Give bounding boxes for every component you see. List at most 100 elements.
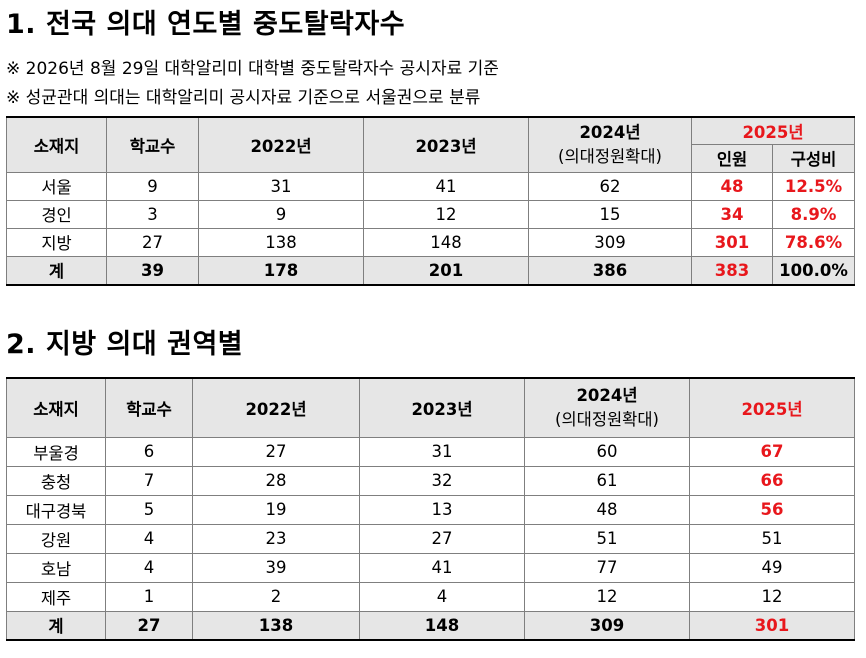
header-2024-sub: (의대정원확대): [555, 409, 659, 429]
header-2023: 2023년: [363, 116, 529, 173]
cell-2024: 60: [524, 436, 690, 467]
cell-schools: 6: [105, 436, 193, 467]
cell-2024: 12: [524, 581, 690, 612]
header-2025-count: 인원: [691, 143, 773, 173]
cell-2025: 301: [689, 610, 855, 641]
cell-2023: 4: [359, 581, 525, 612]
header-2022: 2022년: [198, 116, 364, 173]
cell-2022: 28: [192, 465, 360, 496]
header-region: 소재지: [6, 116, 107, 173]
cell-2023: 148: [359, 610, 525, 641]
cell-region: 지방: [6, 227, 107, 257]
cell-2025-ratio: 78.6%: [771, 227, 856, 257]
cell-2025-ratio: 12.5%: [771, 171, 856, 201]
cell-2025-count: 48: [691, 171, 773, 201]
header-2024: 2024년 (의대정원확대): [524, 377, 690, 438]
table-row: 부울경 6 27 31 60 67: [6, 436, 855, 467]
cell-2024: 386: [528, 255, 692, 286]
cell-2024: 15: [528, 199, 692, 229]
cell-2022: 178: [198, 255, 364, 286]
cell-2024: 48: [524, 494, 690, 525]
cell-2023: 13: [359, 494, 525, 525]
cell-schools: 27: [105, 610, 193, 641]
table-row: 서울 9 31 41 62 48 12.5%: [6, 171, 856, 201]
cell-region: 대구경북: [6, 494, 106, 525]
total-row: 계 39 178 201 386 383 100.0%: [6, 255, 856, 286]
header-2023: 2023년: [359, 377, 525, 438]
section1-note-1: ※ 2026년 8월 29일 대학알리미 대학별 중도탈락자수 공시자료 기준: [6, 59, 499, 79]
cell-2025-count: 383: [691, 255, 773, 286]
cell-2024: 61: [524, 465, 690, 496]
header-2025-ratio: 구성비: [771, 143, 856, 173]
cell-2024: 77: [524, 552, 690, 583]
cell-2022: 138: [198, 227, 364, 257]
cell-region: 계: [6, 255, 107, 286]
header-2024-sub: (의대정원확대): [558, 146, 662, 166]
cell-2024: 51: [524, 523, 690, 554]
cell-schools: 3: [106, 199, 199, 229]
table-row: 호남 4 39 41 77 49: [6, 552, 855, 583]
cell-2025-count: 34: [691, 199, 773, 229]
cell-2023: 31: [359, 436, 525, 467]
cell-region: 서울: [6, 171, 107, 201]
cell-2022: 2: [192, 581, 360, 612]
dropout-by-year-table: 소재지 학교수 2022년 2023년 2024년 (의대정원확대) 2025년…: [6, 116, 856, 286]
header-region: 소재지: [6, 377, 106, 438]
cell-2023: 32: [359, 465, 525, 496]
cell-2023: 41: [359, 552, 525, 583]
total-row: 계 27 138 148 309 301: [6, 610, 855, 641]
table-row: 충청 7 28 32 61 66: [6, 465, 855, 496]
header-2025: 2025년: [689, 377, 855, 438]
regional-dropout-table: 소재지 학교수 2022년 2023년 2024년 (의대정원확대) 2025년…: [6, 377, 855, 641]
cell-2023: 27: [359, 523, 525, 554]
cell-schools: 5: [105, 494, 193, 525]
cell-2025-ratio: 100.0%: [771, 255, 856, 286]
cell-2022: 9: [198, 199, 364, 229]
section1-note-2: ※ 성균관대 의대는 대학알리미 공시자료 기준으로 서울권으로 분류: [6, 88, 481, 108]
cell-2025: 66: [689, 465, 855, 496]
table-row: 제주 1 2 4 12 12: [6, 581, 855, 612]
cell-schools: 1: [105, 581, 193, 612]
cell-2025: 51: [689, 523, 855, 554]
table-row: 지방 27 138 148 309 301 78.6%: [6, 227, 856, 257]
cell-2023: 41: [363, 171, 529, 201]
cell-2025-count: 301: [691, 227, 773, 257]
cell-region: 제주: [6, 581, 106, 612]
header-2022: 2022년: [192, 377, 360, 438]
table-row: 대구경북 5 19 13 48 56: [6, 494, 855, 525]
cell-schools: 4: [105, 552, 193, 583]
cell-region: 계: [6, 610, 106, 641]
cell-2025: 49: [689, 552, 855, 583]
cell-2024: 309: [524, 610, 690, 641]
header-schools: 학교수: [105, 377, 193, 438]
cell-region: 부울경: [6, 436, 106, 467]
cell-region: 경인: [6, 199, 107, 229]
cell-2022: 138: [192, 610, 360, 641]
cell-2023: 201: [363, 255, 529, 286]
section2-title: 2. 지방 의대 권역별: [6, 329, 244, 360]
cell-region: 강원: [6, 523, 106, 554]
header-2025: 2025년: [690, 116, 856, 145]
cell-schools: 9: [106, 171, 199, 201]
cell-region: 충청: [6, 465, 106, 496]
cell-2022: 19: [192, 494, 360, 525]
cell-2022: 31: [198, 171, 364, 201]
cell-region: 호남: [6, 552, 106, 583]
cell-2025: 67: [689, 436, 855, 467]
table-row: 강원 4 23 27 51 51: [6, 523, 855, 554]
header-2024-year: 2024년: [576, 385, 638, 405]
cell-2023: 148: [363, 227, 529, 257]
header-2024-year: 2024년: [579, 122, 641, 142]
cell-2023: 12: [363, 199, 529, 229]
cell-2025: 12: [689, 581, 855, 612]
cell-2025-ratio: 8.9%: [771, 199, 856, 229]
cell-2022: 27: [192, 436, 360, 467]
cell-schools: 27: [106, 227, 199, 257]
cell-2022: 23: [192, 523, 360, 554]
header-schools: 학교수: [106, 116, 199, 173]
cell-schools: 7: [105, 465, 193, 496]
header-2024: 2024년 (의대정원확대): [528, 116, 692, 173]
cell-2022: 39: [192, 552, 360, 583]
cell-2024: 62: [528, 171, 692, 201]
table-row: 경인 3 9 12 15 34 8.9%: [6, 199, 856, 229]
